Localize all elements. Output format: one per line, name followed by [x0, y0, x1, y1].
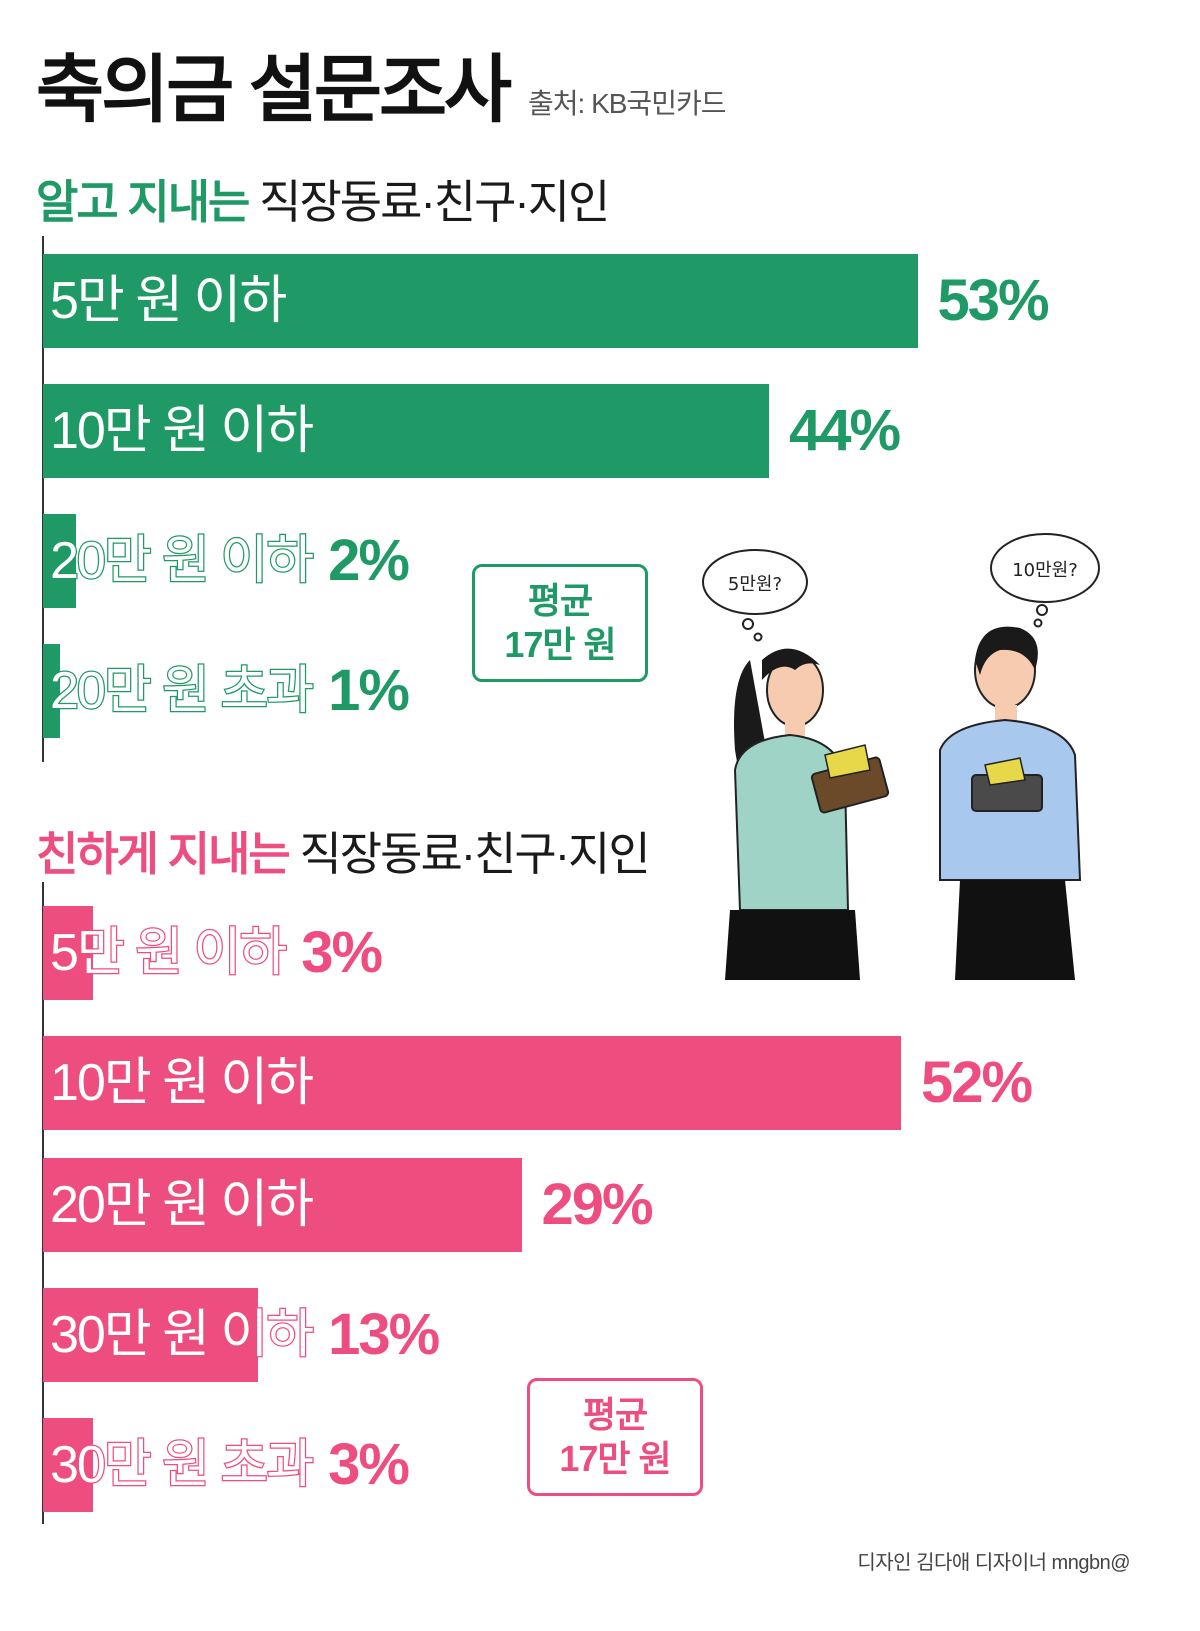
- section-heading-close: 친하게 지내는 직장동료·친구·지인: [36, 818, 651, 884]
- thought-bubble-right-text: 10만원?: [1012, 560, 1078, 581]
- bar-category-label: 20만 원 이하: [49, 531, 316, 592]
- bar: [43, 1418, 93, 1512]
- section-heading-highlight: 친하게 지내는: [36, 828, 291, 880]
- section-heading-acquaintance: 알고 지내는 직장동료·친구·지인: [36, 166, 610, 232]
- woman-figure: [725, 648, 890, 980]
- page-title: 축의금 설문조사: [36, 48, 512, 131]
- bar: [43, 644, 60, 738]
- bar-value-label: 3%: [328, 1432, 410, 1497]
- section-heading-highlight: 알고 지내는: [36, 176, 250, 228]
- bar-category-label: 5만 원 이하: [49, 923, 289, 984]
- design-credit: 디자인 김다애 디자이너 mngbn@: [857, 1552, 1130, 1574]
- source-note: 출처: KB국민카드: [528, 88, 726, 119]
- bar: [43, 384, 769, 478]
- bar-category-label: 20만 원 이하: [50, 1176, 314, 1234]
- bar-value-label: 2%: [328, 528, 410, 593]
- bar: [43, 906, 93, 1000]
- bar: [43, 1158, 522, 1252]
- bar-value-label: 52%: [921, 1050, 1033, 1115]
- bar-value-label: 29%: [541, 1172, 654, 1237]
- average-box-close: 평균 17만 원: [527, 1378, 703, 1496]
- bar-category-label: 20만 원 초과: [49, 661, 316, 722]
- bar-category-label: 5만 원 이하: [50, 272, 287, 330]
- bar-category-label: 30만 원 초과: [49, 1435, 316, 1496]
- bar-value-label: 44%: [789, 398, 901, 463]
- thought-bubble-left-text: 5만원?: [728, 574, 782, 595]
- average-label: 평균: [527, 580, 593, 621]
- bar: [43, 1288, 258, 1382]
- section-heading-rest: 직장동료·친구·지인: [288, 828, 650, 880]
- bar: [43, 514, 76, 608]
- man-figure: [939, 626, 1082, 980]
- average-value: 17만 원: [504, 624, 616, 665]
- thought-bubble-left: 5만원?: [702, 549, 808, 642]
- average-label: 평균: [582, 1394, 648, 1435]
- average-value: 17만 원: [559, 1438, 671, 1479]
- bar-category-label: 10만 원 이하: [50, 1054, 314, 1112]
- bar-value-label: 13%: [328, 1302, 440, 1367]
- bar-value-label: 1%: [328, 658, 410, 723]
- bar-category-label: 30만 원 이하: [49, 1305, 316, 1366]
- section-heading-rest: 직장동료·친구·지인: [248, 176, 610, 228]
- bar: [43, 1036, 901, 1130]
- chart-axis-line: [42, 236, 44, 762]
- thought-bubble-right: 10만원?: [990, 533, 1100, 628]
- bar-value-label: 3%: [301, 920, 383, 985]
- bar-value-label: 53%: [937, 268, 1050, 333]
- bar: [43, 254, 918, 348]
- average-box-acquaintance: 평균 17만 원: [472, 564, 648, 682]
- people-with-wallets-illustration: 5만원? 10만원?: [702, 533, 1100, 980]
- bar-category-label: 10만 원 이하: [50, 402, 314, 460]
